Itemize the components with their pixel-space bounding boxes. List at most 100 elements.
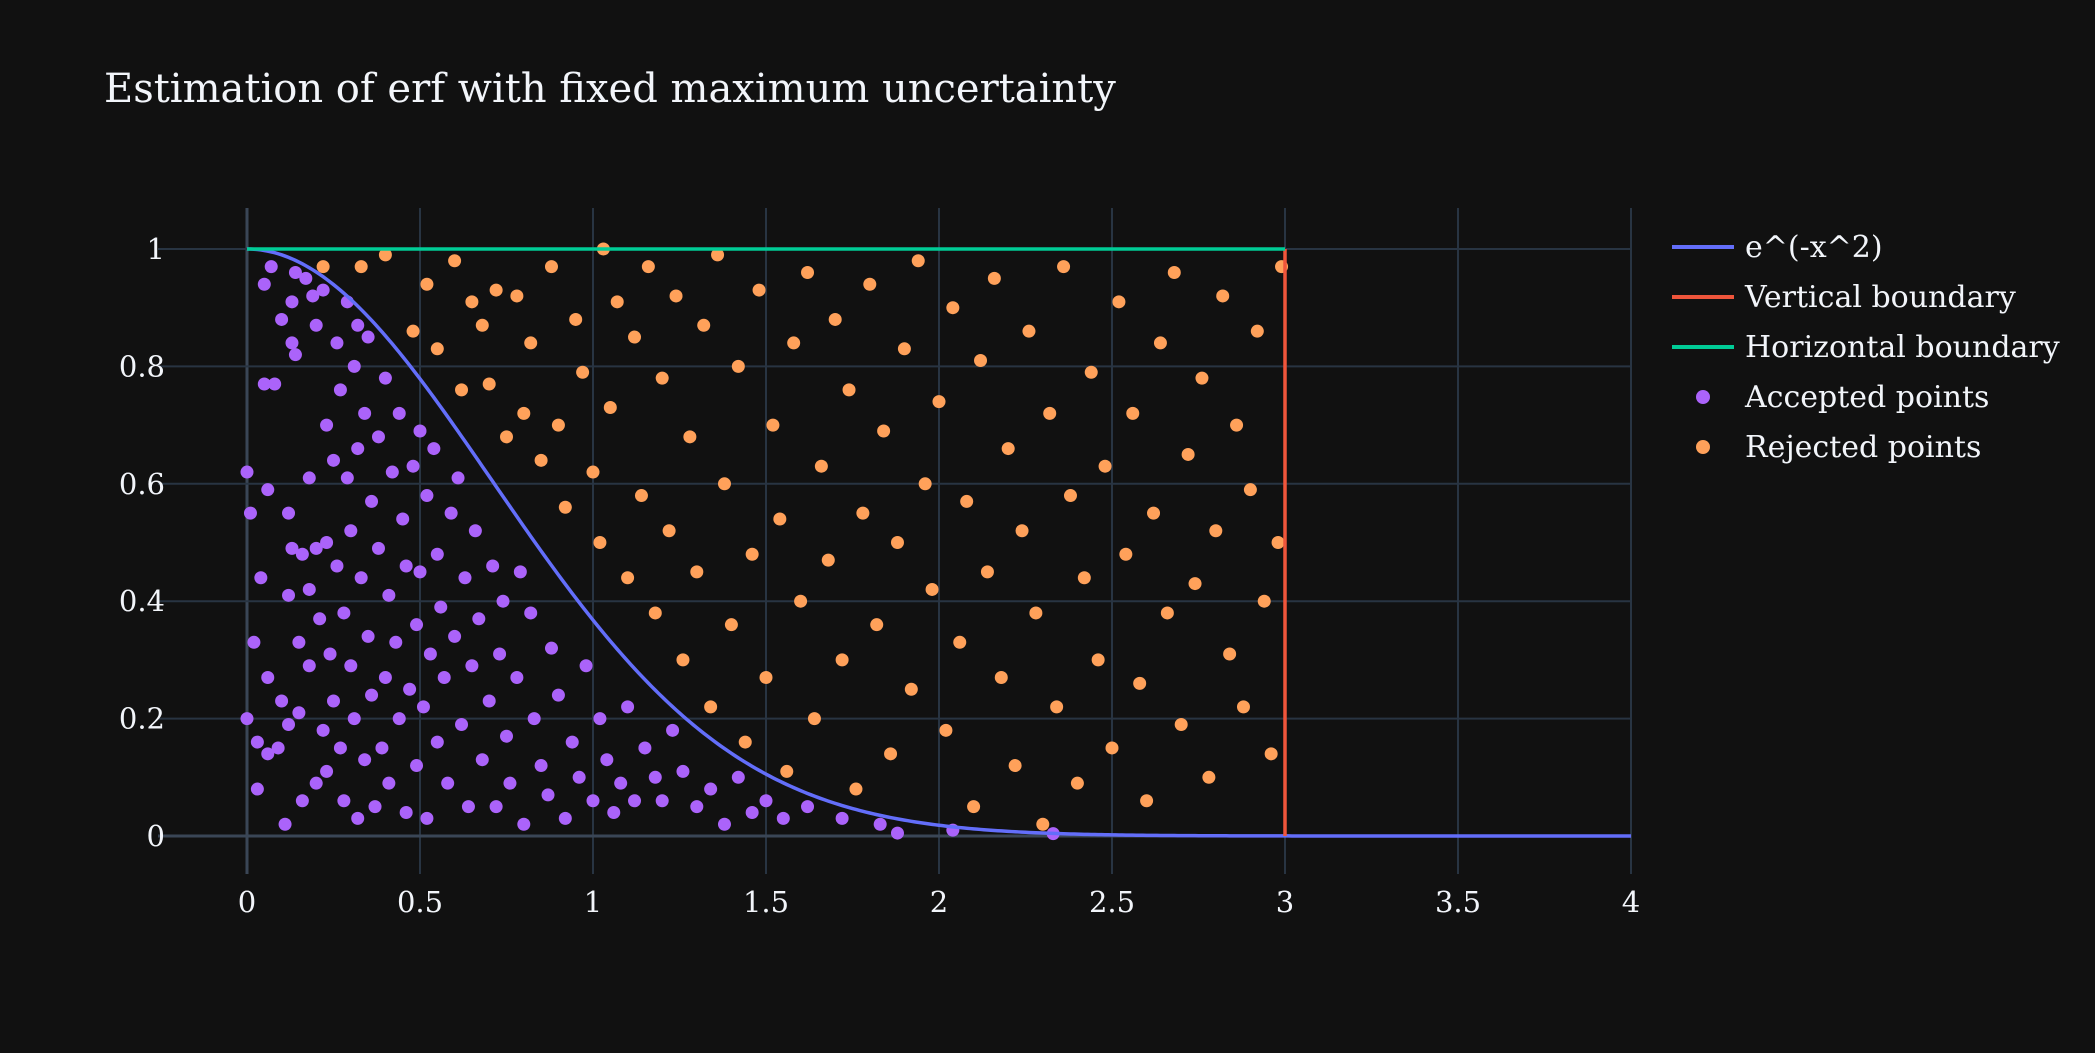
accepted-point (475, 753, 489, 767)
accepted-point (389, 635, 403, 649)
accepted-point (399, 559, 413, 573)
accepted-point (309, 541, 323, 555)
accepted-point (496, 594, 510, 608)
rejected-point (648, 606, 662, 620)
accepted-point (247, 635, 261, 649)
accepted-point (285, 541, 299, 555)
rejected-point (904, 682, 918, 696)
accepted-point (365, 688, 379, 702)
accepted-point (240, 465, 254, 479)
rejected-point (406, 324, 420, 338)
rejected-point (500, 430, 513, 444)
accepted-point (593, 712, 607, 726)
accepted-point (361, 330, 375, 344)
rejected-point (849, 782, 863, 796)
rejected-point (482, 377, 496, 391)
legend-item[interactable]: Vertical boundary (1672, 280, 2016, 315)
accepted-point (282, 717, 296, 731)
accepted-point (437, 671, 451, 685)
rejected-point (801, 265, 815, 279)
rejected-point (669, 289, 683, 303)
accepted-point (382, 776, 396, 790)
rejected-point (683, 430, 697, 444)
rejected-point (967, 800, 981, 814)
legend-item[interactable]: Horizontal boundary (1672, 330, 2060, 365)
accepted-point (648, 770, 662, 784)
accepted-point (458, 571, 472, 585)
rejected-point (1160, 606, 1174, 620)
legend-item[interactable]: Rejected points (1696, 430, 1981, 465)
rejected-point (738, 735, 752, 749)
rejected-point (724, 618, 738, 632)
rejected-point (1264, 747, 1278, 761)
x-tick-label: 2 (930, 885, 948, 919)
axis-ticks: 0 0.5 1 1.5 2 2.5 3 3.5 4 0 0.2 0.4 0.6 0.8 1 (119, 232, 1640, 919)
accepted-point (403, 682, 417, 696)
legend-item[interactable]: Accepted points (1696, 380, 1989, 415)
rejected-point (814, 459, 828, 473)
accepted-point (316, 283, 330, 297)
y-tick-label: 0.2 (119, 702, 165, 736)
accepted-point (330, 559, 344, 573)
rejected-point (634, 489, 648, 503)
accepted-point (430, 547, 444, 561)
rejected-point (1063, 489, 1077, 503)
rejected-point (863, 277, 877, 291)
rejected-point (870, 618, 884, 632)
accepted-point (890, 826, 904, 840)
accepted-point (482, 694, 496, 708)
rejected-point (690, 565, 704, 579)
rejected-point (1250, 324, 1264, 338)
accepted-point (448, 629, 462, 643)
rejected-point (932, 395, 946, 409)
accepted-point (486, 559, 500, 573)
accepted-point (337, 794, 351, 808)
rejected-point (603, 400, 617, 414)
accepted-point (544, 641, 558, 655)
accepted-point (275, 694, 289, 708)
rejected-point (953, 635, 967, 649)
chart-title: Estimation of erf with fixed maximum unc… (104, 66, 1116, 112)
accepted-point (240, 712, 254, 726)
rejected-point (1001, 442, 1015, 456)
accepted-point (309, 776, 323, 790)
accepted-point (371, 430, 385, 444)
accepted-point (302, 582, 316, 596)
legend-marker-swatch (1696, 390, 1710, 404)
rejected-point (877, 424, 891, 438)
accepted-point (524, 606, 538, 620)
rejected-point (448, 254, 462, 268)
rejected-point (524, 336, 538, 350)
rejected-point (835, 653, 849, 667)
accepted-point (278, 817, 292, 831)
accepted-point (257, 277, 271, 291)
accepted-point (776, 811, 790, 825)
accepted-point (444, 506, 458, 520)
rejected-point (752, 283, 766, 297)
accepted-point (801, 800, 815, 814)
accepted-point (309, 318, 323, 332)
accepted-point (333, 383, 347, 397)
accepted-point (628, 794, 642, 808)
accepted-point (337, 606, 351, 620)
rejected-point (1195, 371, 1209, 385)
accepted-point (759, 794, 773, 808)
rejected-point (766, 418, 780, 432)
accepted-point (420, 811, 434, 825)
rejected-point (745, 547, 759, 561)
accepted-point (579, 659, 593, 673)
rejected-point (939, 723, 953, 737)
rejected-point (1084, 365, 1098, 379)
rejected-point (918, 477, 932, 491)
accepted-point (434, 600, 448, 614)
accepted-point (358, 406, 372, 420)
accepted-point (371, 541, 385, 555)
rejected-point (610, 295, 624, 309)
accepted-point (527, 712, 541, 726)
legend-item[interactable]: e^(-x^2) (1672, 230, 1883, 265)
rejected-point (711, 248, 725, 262)
rejected-point (455, 383, 469, 397)
legend[interactable]: e^(-x^2) Vertical boundary Horizontal boun… (1672, 230, 2060, 465)
accepted-point (344, 524, 358, 538)
